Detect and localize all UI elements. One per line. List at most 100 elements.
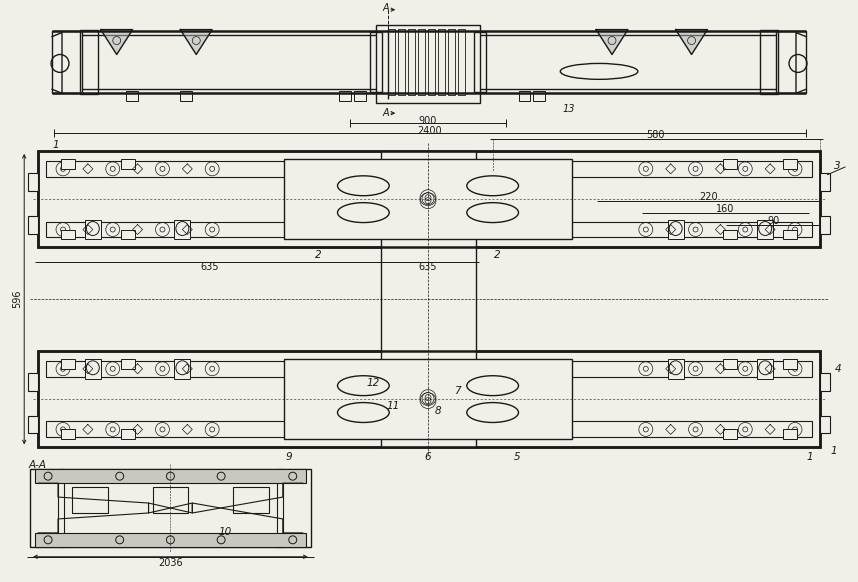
Text: A-A: A-A [28,460,46,470]
Text: 8: 8 [435,406,441,416]
Ellipse shape [337,376,390,396]
Text: 7: 7 [455,386,461,396]
Bar [760,30,778,94]
Bar [534,91,546,101]
Text: 2036: 2036 [158,558,183,567]
Polygon shape [675,30,708,55]
Bar [58,469,64,547]
Text: 1: 1 [807,452,813,462]
Bar [418,29,425,95]
Ellipse shape [560,63,637,79]
Text: 9: 9 [286,452,292,462]
Text: 90: 90 [767,215,779,226]
Bar [28,416,38,434]
Bar [284,359,572,439]
Bar [125,91,137,101]
Bar [46,421,812,438]
Ellipse shape [669,222,682,236]
Bar [820,173,830,191]
Bar [153,487,188,513]
Text: 5: 5 [514,452,521,462]
Bar [377,24,480,103]
Bar [408,29,415,95]
Bar [174,359,190,379]
Bar [30,469,311,547]
Bar [38,151,820,247]
Bar [277,469,283,547]
Bar [121,229,135,239]
Bar [35,469,305,483]
Text: 596: 596 [12,290,22,308]
Bar [783,229,797,239]
Ellipse shape [337,203,390,222]
Bar [28,173,38,191]
Text: 4: 4 [835,364,841,374]
Text: 1: 1 [52,140,59,150]
Text: 635: 635 [200,262,219,272]
Bar [758,359,773,379]
Bar [28,372,38,391]
Bar [428,29,435,95]
Ellipse shape [87,361,100,375]
Ellipse shape [467,403,518,423]
Text: 160: 160 [716,204,734,214]
Bar [35,533,305,547]
Bar [371,31,383,93]
Bar [121,430,135,439]
Bar [174,219,190,239]
Bar [448,29,455,95]
Text: 10: 10 [219,527,232,537]
Bar [783,159,797,169]
Bar [518,91,530,101]
Bar [458,29,465,95]
Bar [820,372,830,391]
Bar [80,30,98,94]
Ellipse shape [669,361,682,375]
Bar [38,351,820,448]
Bar [38,351,820,448]
Bar [61,159,75,169]
Ellipse shape [758,361,771,375]
Bar [284,159,572,239]
Bar [783,430,797,439]
Ellipse shape [176,222,189,236]
Bar [758,219,773,239]
Bar [820,416,830,434]
Text: 2400: 2400 [418,126,443,136]
Ellipse shape [176,361,189,375]
Bar [180,91,192,101]
Text: 2: 2 [315,250,322,260]
Bar [46,222,812,237]
Polygon shape [180,30,212,55]
Text: 635: 635 [419,262,438,272]
Text: A: A [383,3,390,13]
Bar [85,359,100,379]
Bar [28,215,38,233]
Bar [398,29,405,95]
Ellipse shape [337,403,390,423]
Bar [820,215,830,233]
Bar [61,359,75,369]
Bar [61,229,75,239]
Polygon shape [100,30,133,55]
Bar [61,430,75,439]
Polygon shape [596,30,628,55]
Bar [38,151,820,247]
Text: 580: 580 [647,130,665,140]
Bar [70,34,788,89]
Bar [72,487,108,513]
Bar [723,229,737,239]
Bar [668,359,684,379]
Text: 220: 220 [699,191,718,202]
Ellipse shape [337,176,390,196]
Ellipse shape [467,376,518,396]
Bar [438,29,445,95]
Ellipse shape [87,222,100,236]
Bar [723,159,737,169]
Ellipse shape [467,203,518,222]
Text: 11: 11 [387,400,400,410]
Bar [723,430,737,439]
Ellipse shape [758,222,771,236]
Bar [85,219,100,239]
Bar [52,31,82,93]
